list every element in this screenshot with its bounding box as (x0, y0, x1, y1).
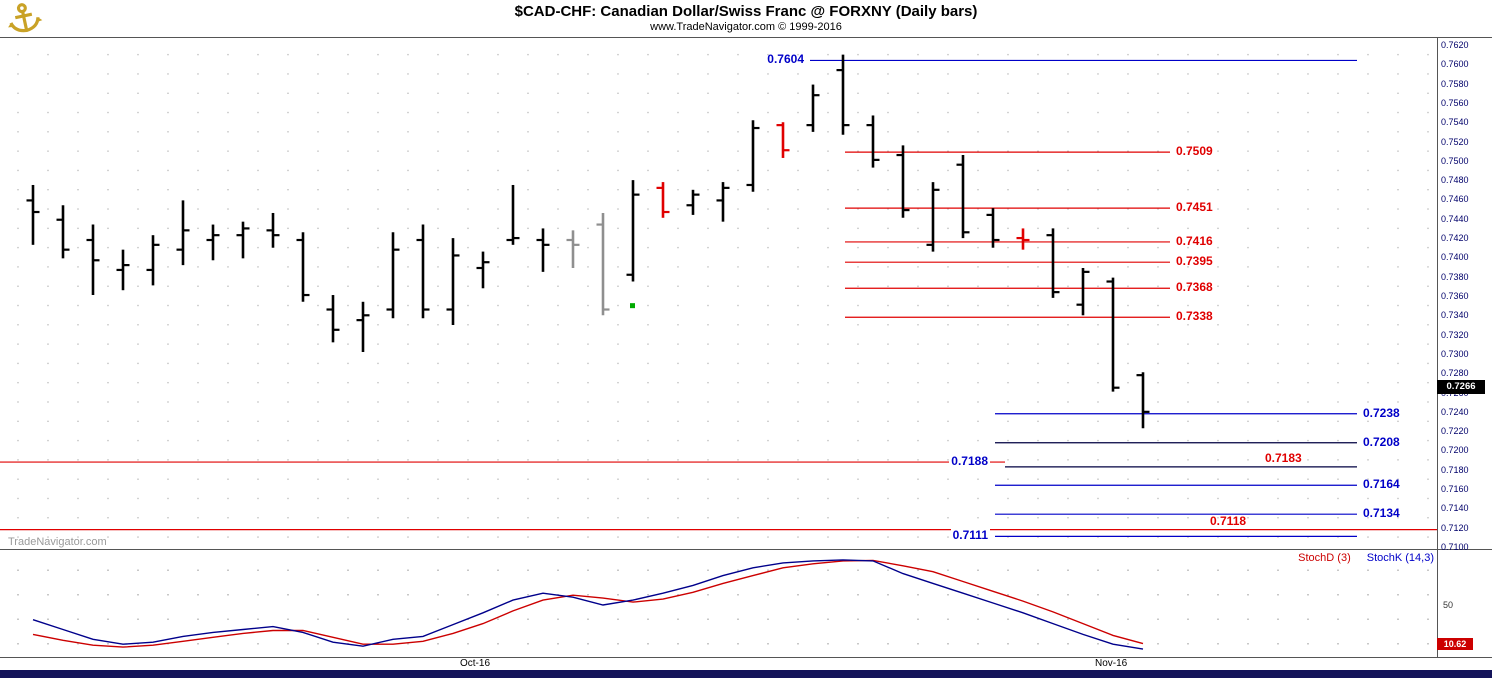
price-axis-divider (1437, 37, 1438, 658)
bottom-strip (0, 670, 1492, 678)
price-tick-label: 0.7420 (1441, 233, 1469, 243)
stoch-bottom-divider (0, 657, 1492, 658)
price-tick-label: 0.7240 (1441, 407, 1469, 417)
price-tick-label: 0.7540 (1441, 117, 1469, 127)
price-tick-label: 0.7120 (1441, 523, 1469, 533)
price-tick-label: 0.7560 (1441, 98, 1469, 108)
stochd-label: StochD (3) (1298, 552, 1351, 564)
price-tick-label: 0.7220 (1441, 426, 1469, 436)
price-tick-label: 0.7400 (1441, 252, 1469, 262)
price-tick-label: 0.7520 (1441, 137, 1469, 147)
price-axis: 0.7620 0.7600 0.7580 0.7560 0.7540 0.7520 0.75… (1439, 0, 1492, 678)
chart-subtitle: www.TradeNavigator.com © 1999-2016 (650, 21, 842, 33)
stoch-mid-label: 50 (1443, 600, 1454, 610)
price-tick-label: 0.7100 (1441, 542, 1469, 552)
anchor-logo-icon (3, 0, 45, 37)
price-tick-label: 0.7460 (1441, 194, 1469, 204)
price-tick-label: 0.7580 (1441, 79, 1469, 89)
price-tick-label: 0.7440 (1441, 214, 1469, 224)
date-label: Nov-16 (1095, 658, 1128, 669)
stochk-label: StochK (14,3) (1366, 552, 1434, 564)
chart-title: $CAD-CHF: Canadian Dollar/Swiss Franc @ … (514, 3, 978, 20)
price-tick-label: 0.7340 (1441, 310, 1469, 320)
price-tick-label: 0.7280 (1441, 368, 1469, 378)
stochastic-panel[interactable] (0, 550, 1437, 658)
price-tick-label: 0.7500 (1441, 156, 1469, 166)
header-divider (0, 37, 1492, 38)
price-tick-label: 0.7380 (1441, 272, 1469, 282)
price-tick-label: 0.7360 (1441, 291, 1469, 301)
indicator-header: StochD (3) StochK (14,3) (0, 552, 1434, 564)
panel-divider (0, 549, 1492, 550)
last-price-badge: 0.7266 (1437, 380, 1485, 394)
price-tick-label: 0.7300 (1441, 349, 1469, 359)
stoch-last-badge: 10.62 (1437, 638, 1473, 650)
price-tick-label: 0.7200 (1441, 445, 1469, 455)
date-axis: Oct-16 Nov-16 (0, 658, 1437, 670)
price-tick-label: 0.7480 (1441, 175, 1469, 185)
price-tick-label: 0.7320 (1441, 330, 1469, 340)
price-tick-label: 0.7600 (1441, 59, 1469, 69)
watermark: TradeNavigator.com (8, 536, 107, 548)
price-chart-area[interactable] (0, 38, 1437, 549)
price-tick-label: 0.7160 (1441, 484, 1469, 494)
price-tick-label: 0.7140 (1441, 503, 1469, 513)
price-tick-label: 0.7180 (1441, 465, 1469, 475)
date-label: Oct-16 (460, 658, 491, 669)
price-tick-label: 0.7620 (1441, 40, 1469, 50)
